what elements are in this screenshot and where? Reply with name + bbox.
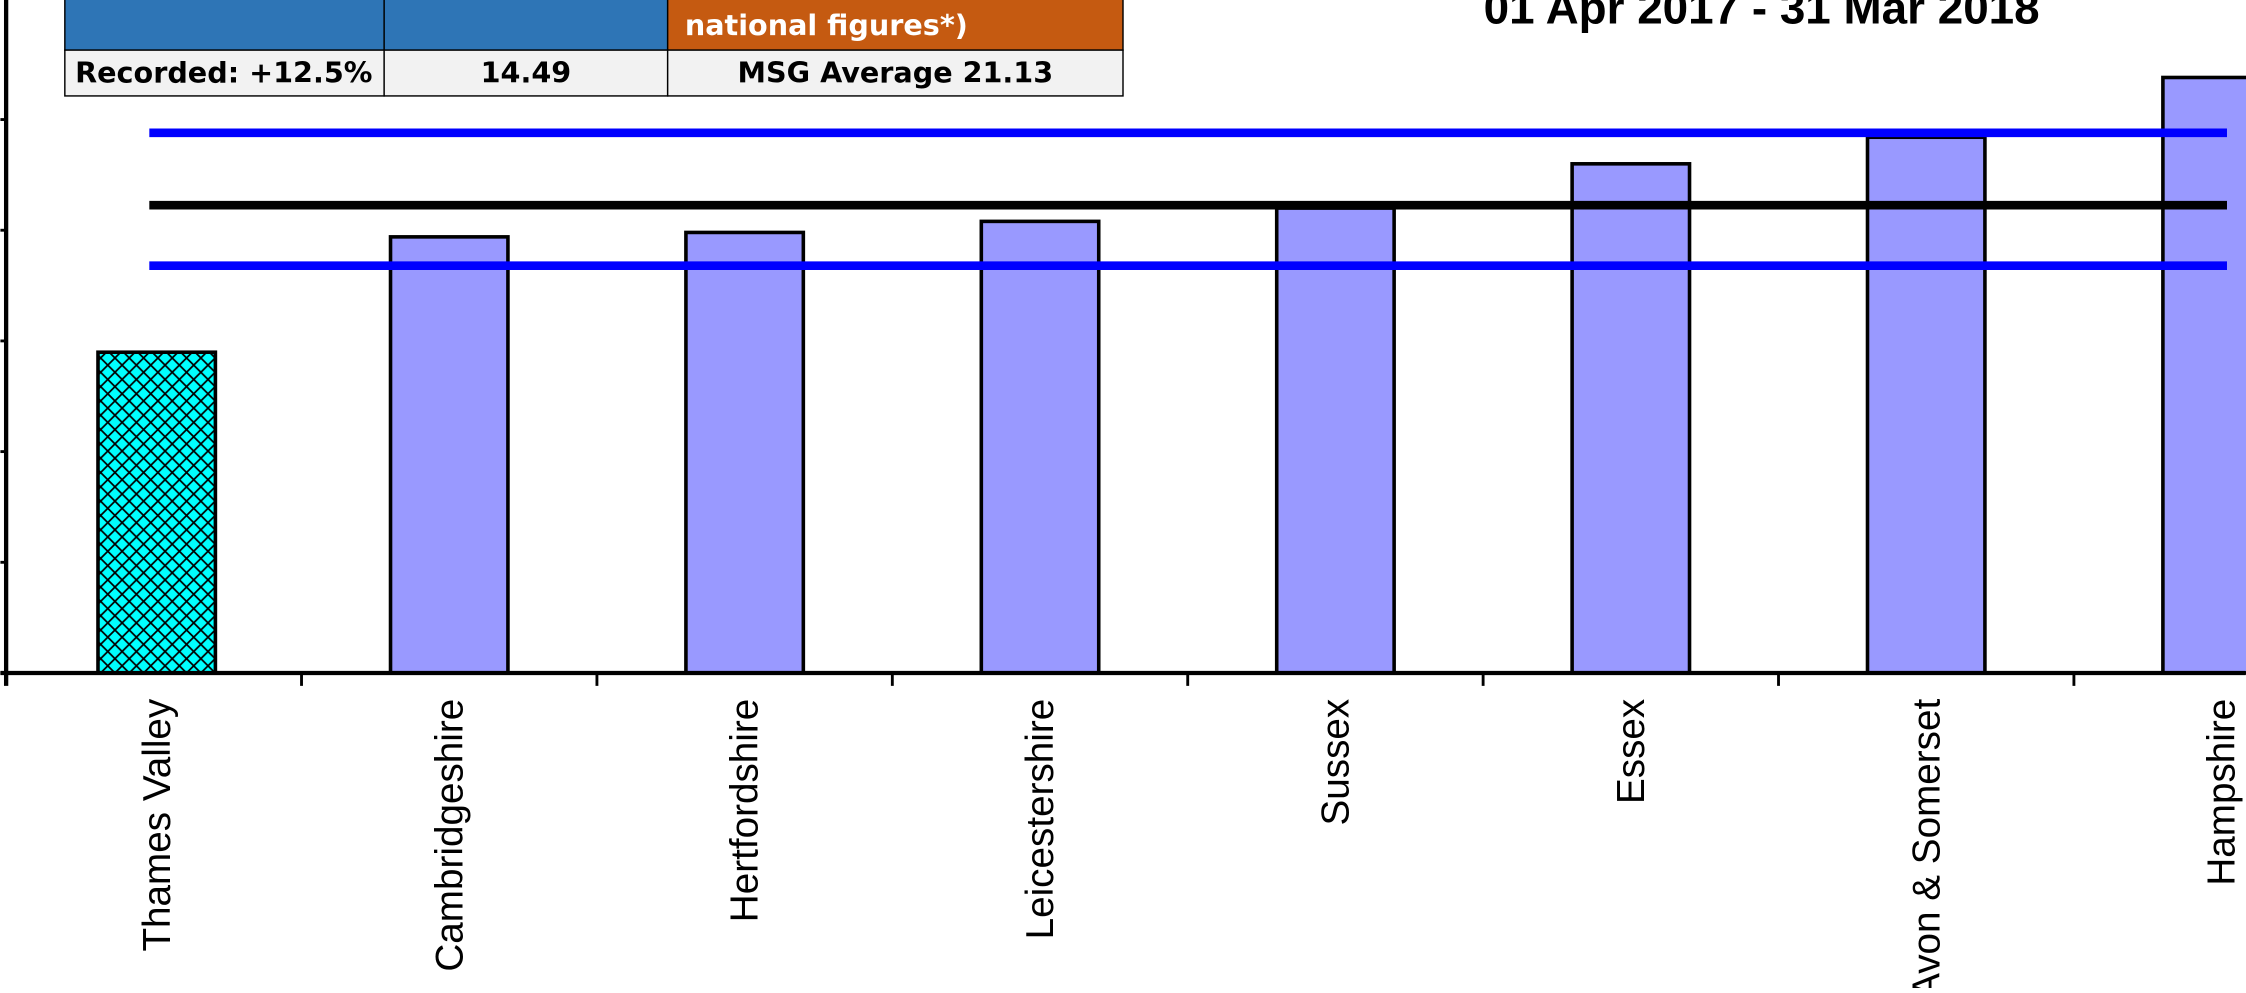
x-tick-label: Leicestershire [1019, 699, 1062, 940]
table-cell [64, 49, 385, 97]
chart-title: 01 Apr 2017 - 31 Mar 2018 [1484, 0, 2040, 34]
header-note: national figures*) [685, 8, 968, 42]
table-cell [666, 49, 1124, 97]
x-tick-label: Avon & Somerset [1905, 699, 1948, 988]
x-tick-label: Thames Valley [136, 698, 179, 951]
bar [684, 230, 806, 675]
x-tick-label: Sussex [1315, 699, 1358, 826]
x-tick-label: Essex [1610, 699, 1653, 804]
bar [1274, 206, 1396, 675]
bar [1865, 135, 1987, 675]
bar [979, 219, 1101, 675]
bar-hatch [97, 352, 216, 673]
bar [1570, 162, 1692, 675]
x-tick-label: Hampshire [2201, 699, 2244, 886]
table-text: MSG Average 21.13 [738, 55, 1054, 89]
table-cell [383, 49, 669, 97]
header-cell [666, 0, 1124, 51]
table-text: 14.49 [481, 55, 572, 89]
bar [2161, 75, 2246, 675]
info-table: national figures*) Recorded: +12.5% 14.4… [64, 0, 1124, 97]
bar [388, 235, 510, 675]
x-tick-label: Cambridgeshire [428, 699, 471, 972]
header-cell [64, 0, 385, 51]
header-cell [383, 0, 669, 51]
table-text: Recorded: +12.5% [75, 55, 372, 89]
x-tick-label: Hertfordshire [724, 699, 767, 922]
